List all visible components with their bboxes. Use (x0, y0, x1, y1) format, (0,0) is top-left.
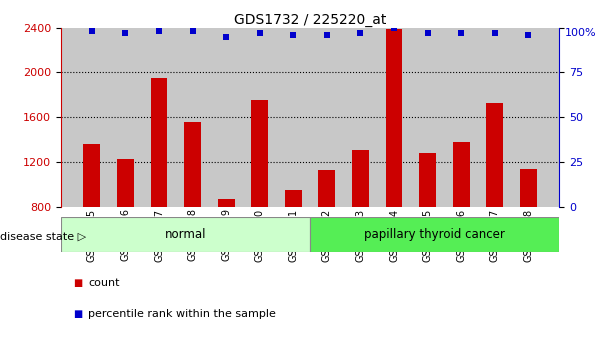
Bar (520, 169, 537, 207)
Bar (117, 159, 134, 207)
Bar (319, 170, 335, 207)
Text: papillary thyroid cancer: papillary thyroid cancer (364, 228, 505, 241)
Text: 100%: 100% (564, 28, 596, 38)
Text: disease state ▷: disease state ▷ (0, 231, 86, 241)
Text: count: count (88, 278, 120, 288)
Text: ■: ■ (73, 278, 82, 288)
Bar (486, 103, 503, 207)
Text: normal: normal (165, 228, 206, 241)
Bar (61, 217, 310, 252)
Text: ■: ■ (73, 309, 82, 319)
Bar (352, 150, 369, 207)
Bar (184, 122, 201, 207)
Bar (218, 199, 235, 207)
Title: GDS1732 / 225220_at: GDS1732 / 225220_at (234, 12, 386, 27)
Bar (151, 78, 167, 207)
Bar (453, 142, 469, 207)
Bar (83, 144, 100, 207)
Bar (310, 217, 559, 252)
Bar (419, 153, 436, 207)
Text: percentile rank within the sample: percentile rank within the sample (88, 309, 276, 319)
Bar (285, 190, 302, 207)
Bar (385, 29, 402, 207)
Bar (251, 100, 268, 207)
